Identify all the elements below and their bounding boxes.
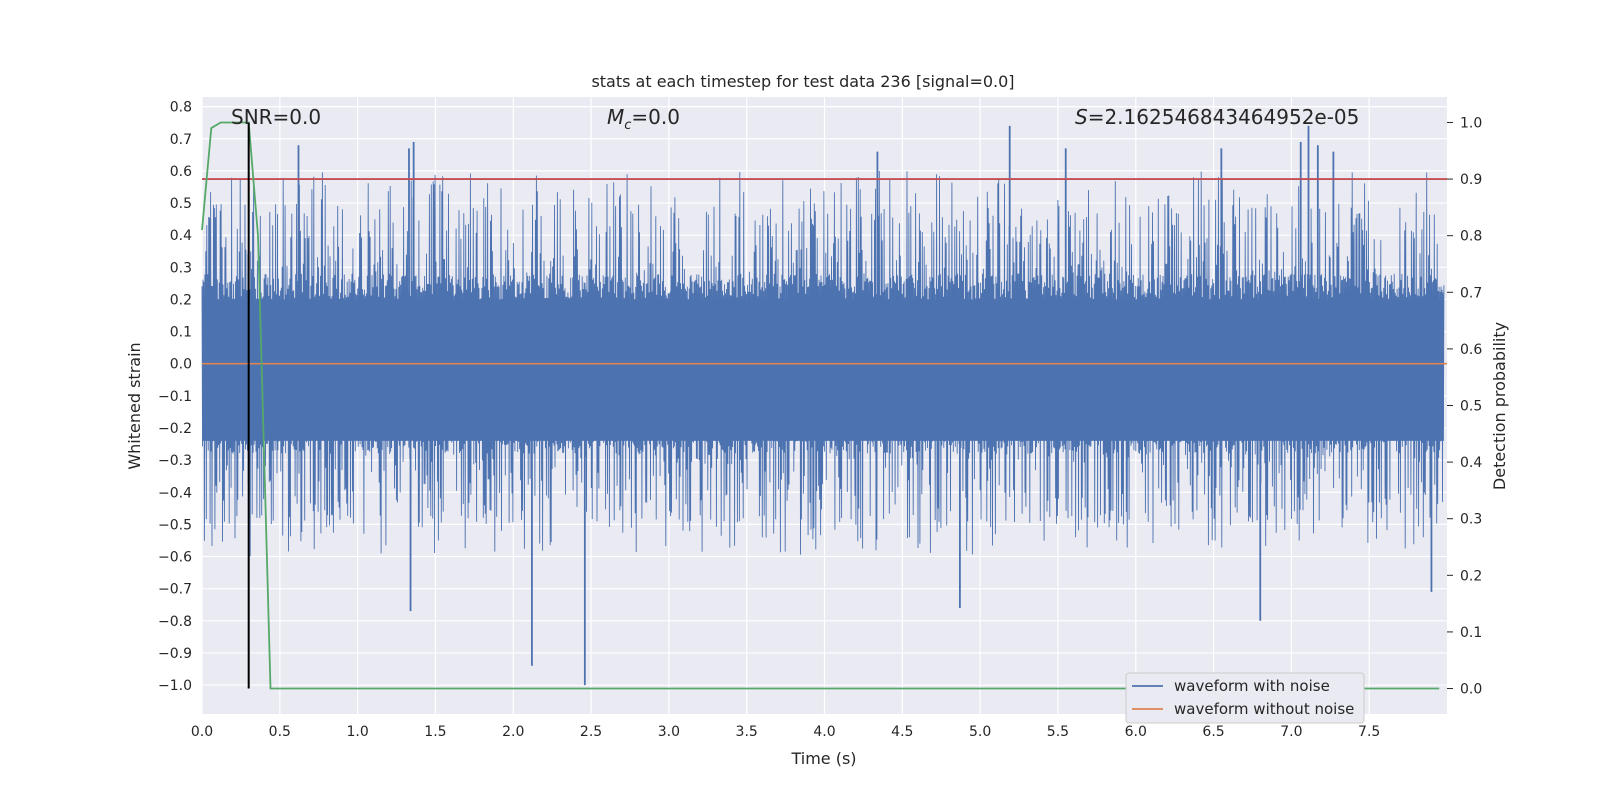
x-axis-ticks: 0.0 0.5 1.0 1.5 2.0 2.5 3.0 3.5 4.0 4.5 5.0 5.5 6.0 6… [191,724,1380,740]
mc-subscript: c [624,118,631,133]
y-tick-label: −0.8 [158,614,192,630]
y-tick-label: 0.0 [170,357,192,373]
x-tick-label: 7.0 [1280,724,1302,740]
x-tick-label: 4.5 [891,724,913,740]
y-axis-ticks: 0.8 0.7 0.6 0.5 0.4 0.3 0.2 0.1 0.0 −0.1 −0.2 −0.3 −… [158,100,192,694]
x-tick-label: 4.0 [813,724,835,740]
s-value: =2.162546843464952e-05 [1088,105,1360,129]
x-tick-label: 1.5 [424,724,446,740]
y-axis-label: Whitened strain [125,342,144,469]
legend-label-clean: waveform without noise [1174,700,1354,718]
x-tick-label: 1.0 [346,724,368,740]
chart-title: stats at each timestep for test data 236… [591,72,1014,91]
y2-tick-label: 0.7 [1460,285,1482,301]
legend-box [1125,672,1365,724]
y2-tick-label: 1.0 [1460,115,1482,131]
x-tick-label: 3.0 [658,724,680,740]
mc-value: =0.0 [631,105,680,129]
snr-annotation: SNR=0.0 [231,105,321,129]
y-tick-label: −0.6 [158,550,192,566]
x-tick-label: 6.0 [1125,724,1147,740]
x-tick-label: 0.5 [269,724,291,740]
y2-tick-label: 0.6 [1460,342,1482,358]
y2-tick-label: 0.4 [1460,455,1482,471]
x-tick-label: 0.0 [191,724,213,740]
y2-tick-label: 0.8 [1460,229,1482,245]
y-tick-label: 0.4 [170,228,192,244]
y-tick-label: −0.5 [158,517,192,533]
noise-trace [201,170,1445,557]
x-tick-label: 2.5 [580,724,602,740]
y-tick-label: −0.3 [158,453,192,469]
x-tick-label: 6.5 [1202,724,1224,740]
x-tick-label: 5.0 [969,724,991,740]
y2-tick-label: 0.5 [1460,399,1482,415]
s-annotation: S=2.162546843464952e-05 [1075,105,1359,129]
x-tick-label: 5.5 [1047,724,1069,740]
x-axis-label: Time (s) [790,749,856,768]
y-tick-label: −0.4 [158,485,192,501]
legend: waveform with noise waveform without noi… [1125,672,1365,724]
y2-tick-label: 0.1 [1460,625,1482,641]
y2-tick-label: 0.3 [1460,512,1482,528]
y-tick-label: −0.2 [158,421,192,437]
y-tick-label: −0.7 [158,582,192,598]
y-tick-label: −0.9 [158,646,192,662]
y2-axis-ticks: 1.0 0.9 0.8 0.7 0.6 0.5 0.4 0.3 0.2 0.1 0.0 [1447,115,1482,698]
legend-label-noise: waveform with noise [1174,677,1330,695]
y2-axis-label: Detection probability [1490,322,1509,490]
y-tick-label: 0.7 [170,132,192,148]
y-tick-label: 0.8 [170,100,192,116]
y-tick-label: −1.0 [158,678,192,694]
y-tick-label: 0.3 [170,260,192,276]
y-tick-label: 0.1 [170,325,192,341]
mc-symbol: M [607,105,624,129]
y2-tick-label: 0.0 [1460,682,1482,698]
y-tick-label: 0.5 [170,196,192,212]
y-tick-label: 0.6 [170,164,192,180]
x-tick-label: 3.5 [736,724,758,740]
x-tick-label: 7.5 [1358,724,1380,740]
y-tick-label: 0.2 [170,292,192,308]
y2-tick-label: 0.9 [1460,172,1482,188]
series-waveform-with-noise [201,125,1445,686]
x-tick-label: 2.0 [502,724,524,740]
y2-tick-label: 0.2 [1460,568,1482,584]
s-symbol: S [1075,105,1088,129]
y-tick-label: −0.1 [158,389,192,405]
mc-annotation: Mc=0.0 [607,105,680,133]
